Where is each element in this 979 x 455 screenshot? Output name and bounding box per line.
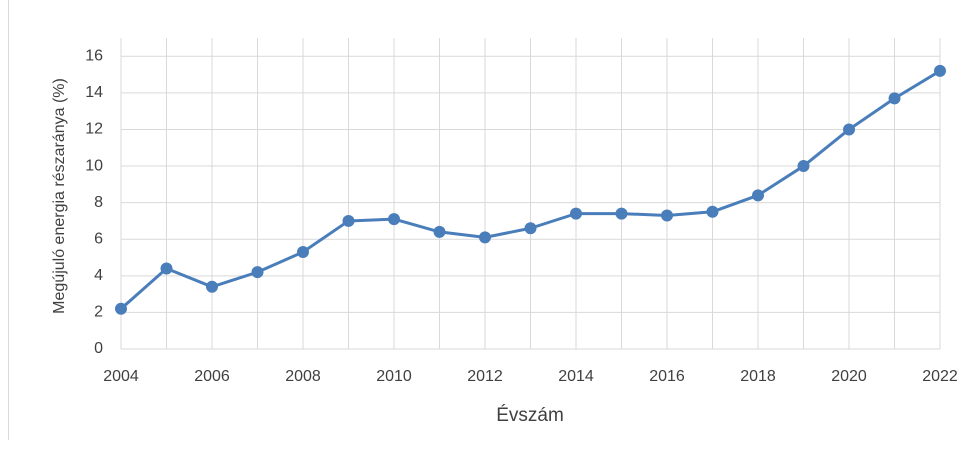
data-point — [524, 222, 537, 235]
data-point — [934, 64, 946, 77]
y-tick-label: 14 — [85, 84, 103, 101]
y-tick-label: 6 — [94, 230, 103, 247]
data-point — [251, 266, 264, 279]
x-tick-label: 2008 — [285, 368, 321, 385]
y-tick-label: 4 — [94, 267, 103, 284]
x-tick-label: 2022 — [922, 368, 958, 385]
y-tick-label: 0 — [94, 340, 103, 357]
y-axis-title: Megújuló energia részaránya (%) — [51, 78, 68, 314]
data-point — [206, 280, 218, 293]
data-point — [615, 207, 628, 220]
y-tick-label: 8 — [94, 194, 103, 211]
x-tick-label: 2004 — [103, 368, 139, 385]
x-tick-label: 2018 — [740, 368, 776, 385]
data-point — [388, 213, 400, 226]
y-tick-label: 10 — [85, 157, 103, 174]
data-point — [342, 214, 355, 227]
data-point — [888, 92, 901, 105]
data-point — [570, 207, 582, 220]
y-tick-label: 12 — [85, 121, 103, 138]
data-point — [160, 262, 173, 275]
x-axis-title: Évszám — [496, 405, 564, 426]
data-point — [433, 225, 446, 238]
x-tick-label: 2016 — [649, 368, 685, 385]
data-point — [706, 205, 719, 218]
x-tick-label: 2010 — [376, 368, 412, 385]
data-point — [752, 189, 764, 202]
data-point — [297, 246, 309, 259]
y-tick-label: 2 — [94, 304, 103, 321]
x-tick-label: 2012 — [467, 368, 503, 385]
x-tick-label: 2006 — [194, 368, 230, 385]
y-tick-label: 16 — [85, 48, 103, 65]
data-point — [479, 231, 491, 244]
data-point — [843, 123, 855, 136]
x-tick-label: 2020 — [831, 368, 867, 385]
data-point — [661, 209, 673, 222]
data-point — [115, 302, 127, 315]
data-point — [797, 160, 810, 173]
x-tick-label: 2014 — [558, 368, 594, 385]
